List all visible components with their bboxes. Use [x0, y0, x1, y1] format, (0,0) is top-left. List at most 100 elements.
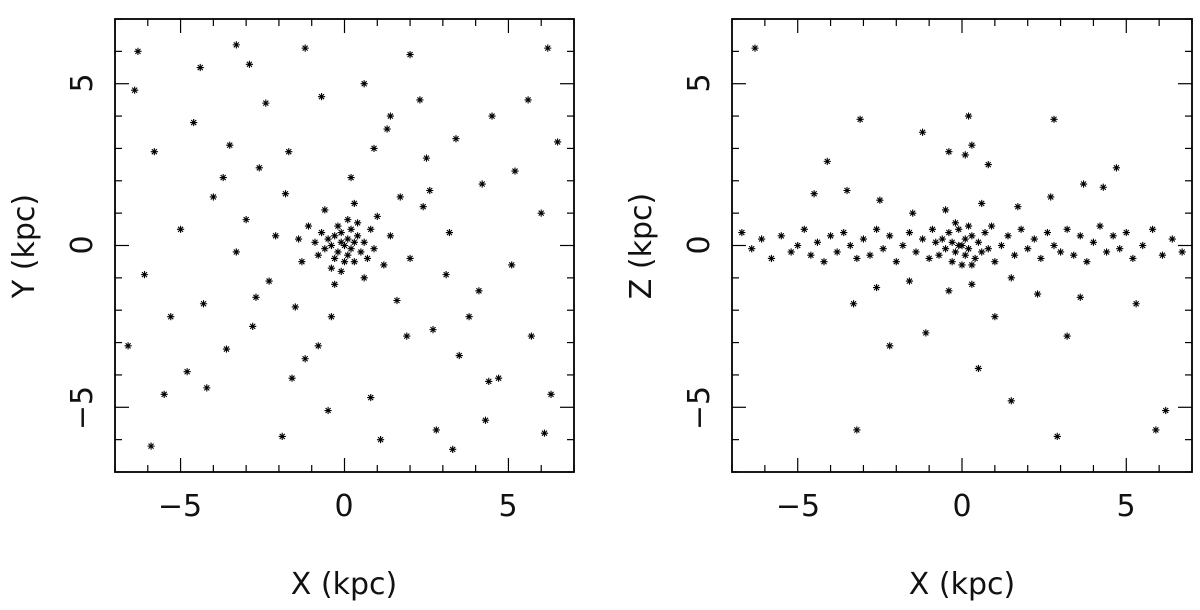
data-point — [918, 235, 927, 243]
data-point — [1099, 183, 1107, 191]
tick-marks — [114, 18, 575, 473]
data-point — [416, 96, 424, 104]
data-point — [866, 251, 874, 259]
data-point — [393, 296, 401, 305]
data-point — [1076, 293, 1084, 301]
data-point — [968, 141, 976, 149]
data-point — [1024, 245, 1032, 253]
data-point — [794, 241, 802, 250]
data-point — [1168, 235, 1176, 243]
data-point — [777, 232, 785, 240]
data-point — [524, 96, 532, 104]
data-point — [488, 112, 496, 120]
data-point — [1050, 241, 1058, 250]
data-point — [899, 241, 907, 250]
data-point — [252, 293, 260, 301]
data-point — [964, 112, 973, 120]
data-point — [354, 219, 362, 227]
data-points — [124, 41, 562, 453]
data-point — [376, 436, 385, 444]
data-point — [820, 258, 828, 266]
data-point — [1158, 251, 1167, 259]
data-point — [291, 303, 299, 311]
data-point — [964, 245, 973, 253]
scatter-panel-xy: −5 0 5 −5 0 5 X (kpc) Y (kpc) — [7, 18, 575, 602]
data-point — [823, 157, 831, 165]
data-point — [445, 228, 454, 237]
data-point — [386, 232, 394, 240]
x-tick-label-5: 5 — [1116, 489, 1135, 524]
data-point — [876, 196, 884, 204]
data-point — [912, 248, 920, 256]
data-point — [288, 374, 296, 382]
data-point — [1037, 254, 1045, 263]
data-point — [840, 228, 848, 237]
data-point — [327, 264, 335, 272]
data-point — [301, 355, 309, 363]
data-point — [340, 241, 349, 250]
data-point — [1096, 222, 1104, 230]
data-point — [176, 225, 185, 233]
data-point — [1076, 232, 1084, 240]
data-point — [751, 44, 759, 52]
data-point — [511, 167, 519, 175]
data-point — [196, 63, 204, 72]
data-point — [134, 47, 142, 55]
data-point — [265, 277, 273, 285]
y-tick-label-neg5: −5 — [65, 386, 100, 430]
data-point — [991, 258, 999, 266]
data-point — [245, 60, 254, 68]
data-point — [997, 241, 1006, 250]
data-point — [1050, 115, 1058, 123]
data-point — [1102, 248, 1111, 256]
data-point — [1122, 228, 1130, 237]
data-point — [304, 222, 313, 230]
data-point — [544, 44, 552, 52]
data-point — [925, 254, 933, 263]
data-point — [183, 368, 191, 376]
data-point — [357, 248, 365, 256]
data-point — [321, 206, 329, 214]
data-point — [1033, 290, 1042, 298]
data-point — [968, 280, 976, 288]
data-point — [813, 238, 822, 246]
x-axis-label: X (kpc) — [909, 567, 1015, 602]
data-point — [131, 86, 139, 94]
data-point — [370, 245, 378, 253]
data-point — [951, 219, 960, 227]
data-point — [226, 141, 234, 149]
data-point — [347, 225, 355, 233]
data-point — [853, 426, 861, 434]
x-tick-label-5: 5 — [498, 489, 517, 524]
data-point — [935, 251, 943, 259]
data-point — [1079, 180, 1088, 188]
data-point — [978, 199, 986, 208]
data-point — [1014, 203, 1022, 211]
data-point — [327, 241, 335, 250]
data-point — [249, 322, 257, 330]
data-point — [150, 148, 158, 156]
data-point — [757, 235, 766, 243]
data-point — [527, 332, 535, 340]
data-point — [1070, 251, 1078, 259]
data-point — [767, 254, 776, 263]
y-tick-label-neg5: −5 — [682, 386, 717, 430]
data-point — [968, 232, 976, 240]
data-point — [337, 238, 345, 246]
data-point — [442, 271, 450, 279]
data-point — [370, 144, 378, 153]
data-point — [971, 254, 979, 263]
data-point — [324, 235, 332, 243]
data-point — [380, 261, 388, 269]
data-point — [872, 283, 881, 292]
data-point — [347, 245, 355, 253]
data-point — [354, 232, 362, 240]
data-point — [879, 245, 887, 253]
data-point — [350, 238, 358, 246]
data-point — [1129, 254, 1137, 263]
y-axis-label: Z (kpc) — [624, 193, 659, 299]
data-point — [1063, 225, 1071, 233]
data-point — [905, 228, 914, 237]
data-point — [951, 248, 960, 256]
